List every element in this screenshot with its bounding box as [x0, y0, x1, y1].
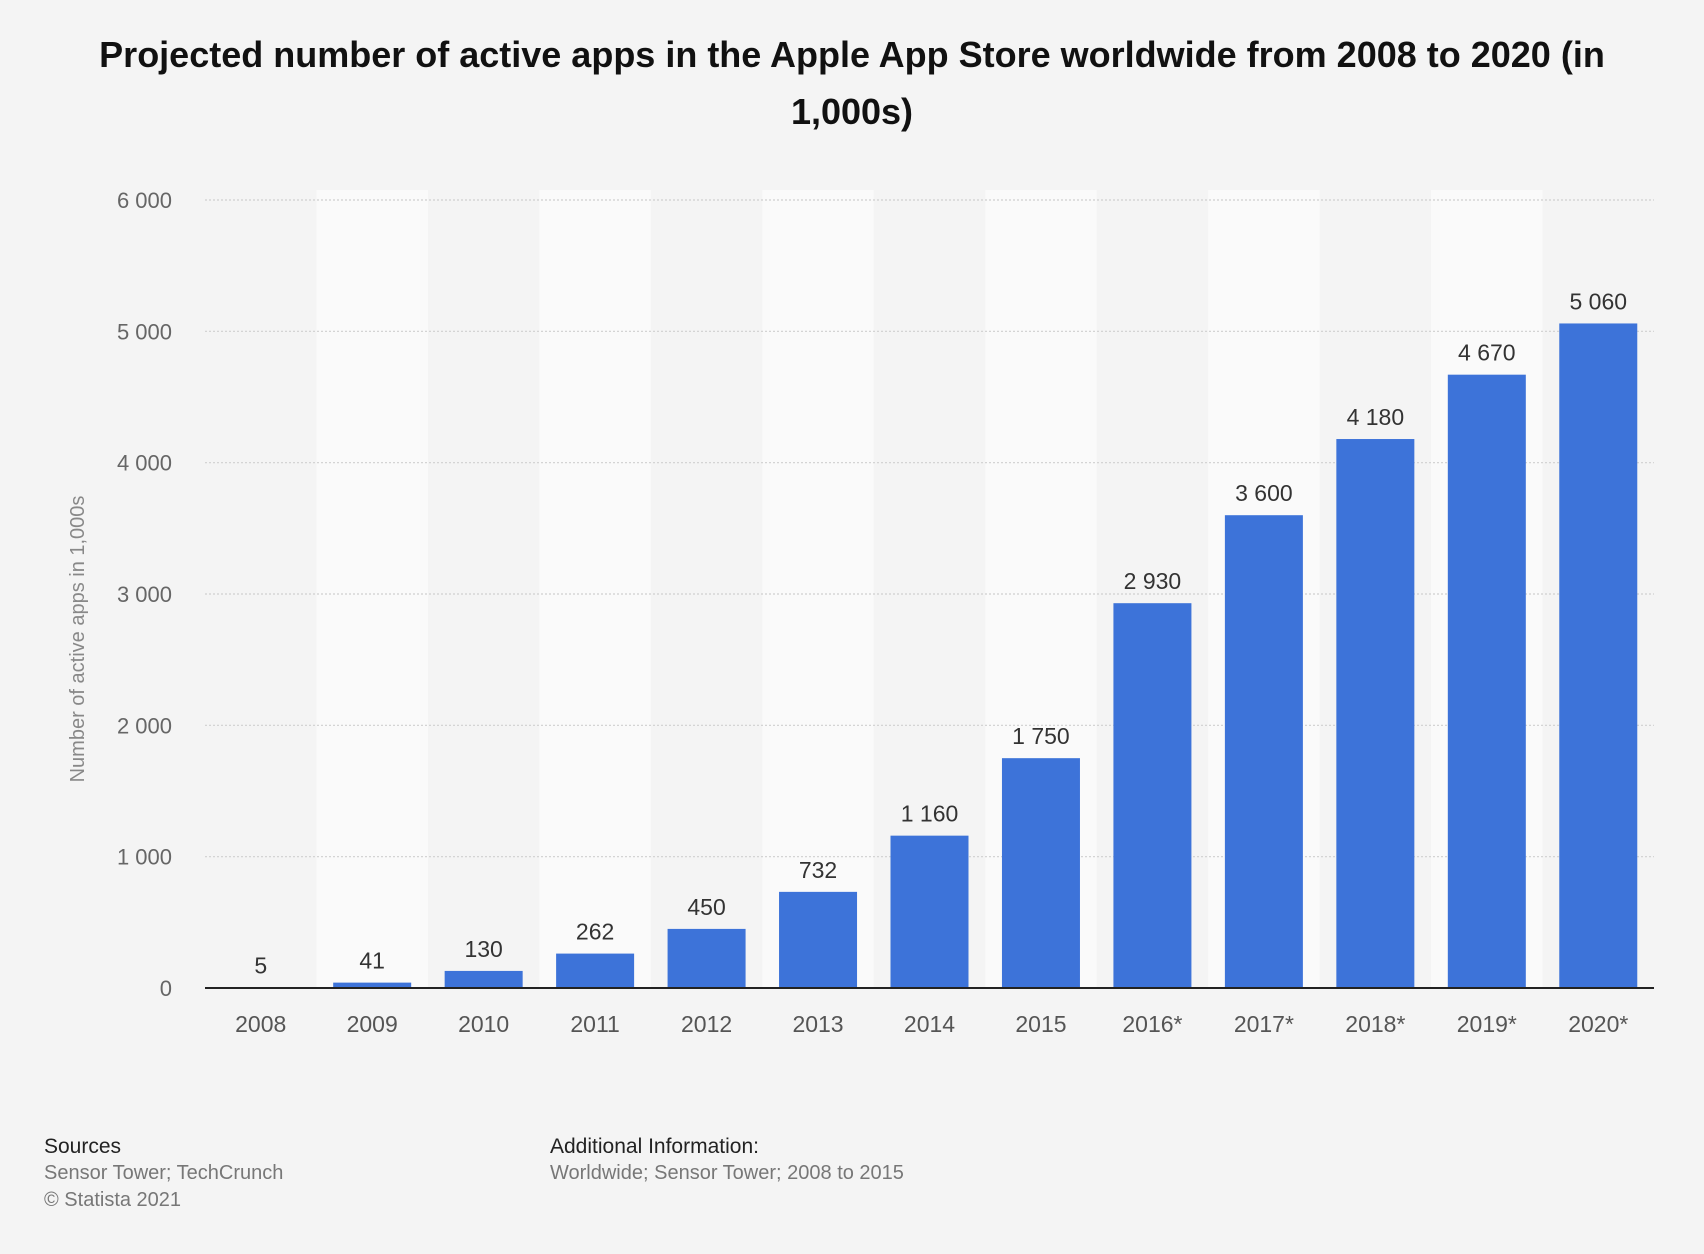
bar-value-label: 262 [576, 919, 614, 945]
bar-value-label: 3 600 [1235, 480, 1293, 506]
x-tick-label: 2015 [1015, 1011, 1066, 1037]
bar-value-label: 4 670 [1458, 340, 1516, 366]
bar [1113, 603, 1192, 988]
bar-value-label: 732 [799, 857, 837, 883]
bar [1001, 758, 1080, 988]
y-tick-label: 2 000 [117, 713, 172, 738]
additional-info-text: Worldwide; Sensor Tower; 2008 to 2015 [550, 1162, 904, 1184]
x-tick-label: 2011 [570, 1011, 619, 1037]
sources-text: Sensor Tower; TechCrunch [44, 1162, 284, 1184]
bar [556, 953, 635, 988]
y-tick-label: 3 000 [117, 582, 172, 607]
x-axis-ticks: 2008 2009 2010 2011 2012 2013 2014 2015 2016* 201… [235, 1011, 1628, 1037]
bar [444, 970, 523, 988]
bar [1559, 323, 1638, 988]
bar [1224, 515, 1303, 988]
data-labels: 5 41 130 262 450 732 1 160 1 750 2 930 3 600 4 180… [254, 288, 1627, 978]
bar [1447, 374, 1526, 988]
bar [1336, 439, 1415, 988]
bar-value-label: 130 [464, 936, 502, 962]
bar-value-label: 2 930 [1124, 568, 1182, 594]
bar-value-label: 5 060 [1569, 288, 1627, 314]
y-axis-title: Number of active apps in 1,000s [67, 496, 89, 783]
chart-title: Projected number of active apps in the A… [99, 34, 1605, 132]
additional-info-block: Additional Information: Worldwide; Senso… [550, 1133, 904, 1187]
x-tick-label: 2018* [1345, 1011, 1405, 1037]
x-tick-label: 2009 [347, 1011, 398, 1037]
column-band [316, 190, 428, 988]
bar-value-label: 4 180 [1347, 404, 1405, 430]
additional-info-heading: Additional Information: [550, 1135, 759, 1158]
x-tick-label: 2019* [1457, 1011, 1517, 1037]
bar [779, 891, 858, 988]
y-tick-label: 4 000 [117, 451, 172, 476]
bar-value-label: 5 [254, 952, 267, 978]
y-tick-label: 0 [160, 976, 172, 1001]
x-tick-label: 2017* [1234, 1011, 1294, 1037]
column-band [539, 190, 651, 988]
y-tick-label: 6 000 [117, 188, 172, 213]
copyright-text: © Statista 2021 [44, 1189, 182, 1211]
x-tick-label: 2012 [681, 1011, 732, 1037]
bar [667, 928, 746, 988]
bars [221, 323, 1638, 988]
bar-value-label: 1 750 [1012, 723, 1070, 749]
bar-value-label: 450 [687, 894, 725, 920]
y-tick-label: 5 000 [117, 319, 172, 344]
bar [890, 835, 969, 988]
sources-block: Sources Sensor Tower; TechCrunch © Stati… [44, 1133, 283, 1214]
sources-heading: Sources [44, 1135, 122, 1158]
column-band [762, 190, 874, 988]
x-tick-label: 2020* [1568, 1011, 1628, 1037]
bar-value-label: 41 [359, 948, 385, 974]
x-tick-label: 2016* [1122, 1011, 1182, 1037]
y-axis-ticks: 0 1 000 2 000 3 000 4 000 5 000 6 000 [117, 188, 172, 1001]
x-tick-label: 2008 [235, 1011, 286, 1037]
x-tick-label: 2013 [792, 1011, 843, 1037]
x-tick-label: 2014 [904, 1011, 955, 1037]
bar-value-label: 1 160 [901, 801, 959, 827]
y-tick-label: 1 000 [117, 845, 172, 870]
x-tick-label: 2010 [458, 1011, 509, 1037]
bar [333, 982, 412, 988]
